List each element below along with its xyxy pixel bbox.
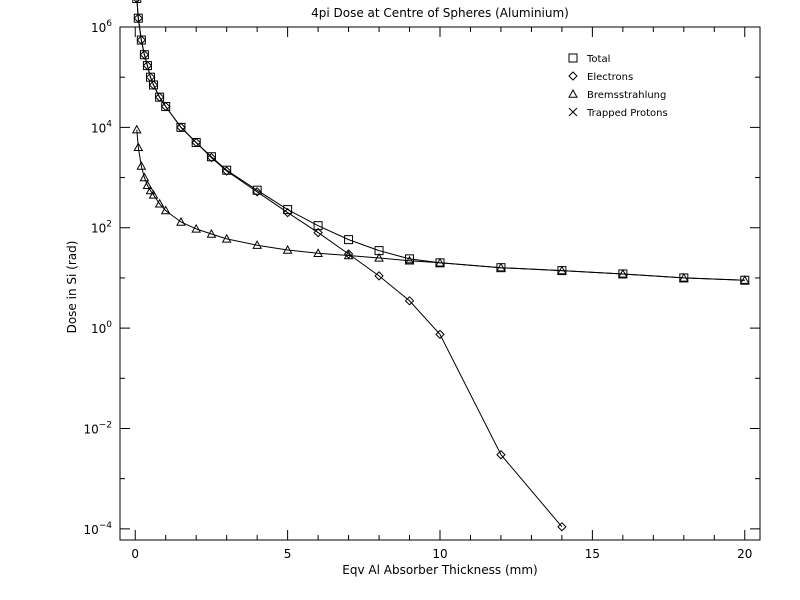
data-point-bremsstrahlung — [154, 198, 165, 208]
legend-label: Electrons — [587, 72, 633, 83]
chart-title: 4pi Dose at Centre of Spheres (Aluminium… — [311, 6, 569, 20]
data-point-total — [344, 235, 354, 245]
x-tick-label: 5 — [284, 547, 292, 561]
data-point-bremsstrahlung — [133, 142, 144, 152]
data-point-total — [155, 92, 165, 102]
legend-label: Trapped Protons — [586, 108, 668, 119]
data-point-bremsstrahlung — [131, 124, 142, 134]
x-axis-label: Eqv Al Absorber Thickness (mm) — [342, 563, 538, 577]
series-line-total — [136, 0, 745, 281]
data-point-bremsstrahlung — [145, 185, 156, 195]
x-tick-label: 15 — [585, 547, 600, 561]
data-point-electrons — [221, 166, 232, 176]
legend-marker-total — [568, 53, 578, 63]
data-point-total — [252, 185, 262, 195]
x-stroke-b — [568, 107, 578, 117]
data-point-bremsstrahlung — [136, 160, 147, 170]
data-point-total — [142, 61, 152, 71]
data-point-total — [618, 269, 628, 279]
data-point-bremsstrahlung — [139, 172, 150, 182]
data-point-electrons — [404, 296, 415, 306]
data-point-bremsstrahlung — [374, 252, 384, 262]
data-point-total — [435, 258, 445, 268]
data-point-bremsstrahlung — [252, 240, 262, 249]
plot-frame — [119, 26, 761, 541]
series-line-bremsstrahlung — [136, 129, 745, 281]
y-tick-label: 104 — [91, 119, 112, 135]
data-point-total — [133, 13, 143, 23]
data-point-electrons — [435, 329, 445, 340]
data-point-electrons — [343, 249, 354, 259]
data-point-total — [405, 254, 415, 264]
data-point-bremsstrahlung — [343, 250, 354, 260]
data-point-total — [132, 0, 142, 3]
data-point-total — [139, 50, 149, 60]
legend-marker-trapped-protons — [568, 107, 578, 117]
x-tick-label: 0 — [131, 547, 139, 561]
y-tick-label: 10−2 — [83, 420, 112, 436]
data-point-bremsstrahlung — [282, 244, 293, 254]
data-point-total — [191, 137, 201, 147]
data-point-electrons — [374, 271, 384, 281]
data-point-total — [679, 273, 689, 283]
series-total — [132, 0, 750, 285]
data-point-total — [222, 165, 232, 175]
data-point-bremsstrahlung — [404, 255, 415, 265]
series-bremsstrahlung — [131, 124, 750, 284]
data-point-bremsstrahlung — [142, 180, 153, 190]
data-point-total — [206, 152, 216, 162]
legend: Total Electrons Bremsstrahlung Trapped Prot… — [568, 53, 668, 119]
data-point-bremsstrahlung — [176, 216, 186, 226]
data-point-total — [149, 80, 159, 90]
data-point-bremsstrahlung — [206, 228, 217, 238]
data-point-total — [374, 246, 384, 256]
data-point-bremsstrahlung — [160, 205, 171, 215]
data-point-electrons — [206, 152, 217, 163]
data-point-bremsstrahlung — [313, 248, 323, 257]
legend-marker-bremsstrahlung — [568, 88, 578, 98]
data-point-electrons — [252, 187, 262, 197]
x-tick-label: 10 — [432, 547, 447, 561]
data-point-bremsstrahlung — [221, 233, 232, 243]
x-tick-label: 20 — [737, 547, 752, 561]
y-tick-label: 102 — [91, 220, 112, 236]
y-tick-label: 10−4 — [83, 521, 112, 537]
series-electrons — [133, 0, 567, 532]
legend-label: Total — [586, 54, 610, 65]
data-point-total — [313, 221, 323, 231]
y-tick-label: 100 — [91, 320, 112, 336]
data-point-total — [176, 122, 186, 132]
data-point-electrons — [313, 227, 323, 238]
y-tick-label: 106 — [91, 19, 112, 35]
legend-marker-electrons — [568, 71, 578, 81]
data-point-bremsstrahlung — [148, 189, 159, 199]
data-point-total — [161, 102, 171, 112]
data-point-bremsstrahlung — [191, 223, 202, 233]
legend-label: Bremsstrahlung — [587, 90, 666, 101]
data-point-total — [496, 263, 506, 273]
data-point-total — [557, 266, 567, 276]
data-point-total — [283, 205, 293, 215]
data-point-electrons — [557, 522, 567, 532]
data-point-total — [136, 35, 146, 45]
data-point-total — [740, 275, 750, 285]
data-point-electrons — [496, 450, 506, 460]
